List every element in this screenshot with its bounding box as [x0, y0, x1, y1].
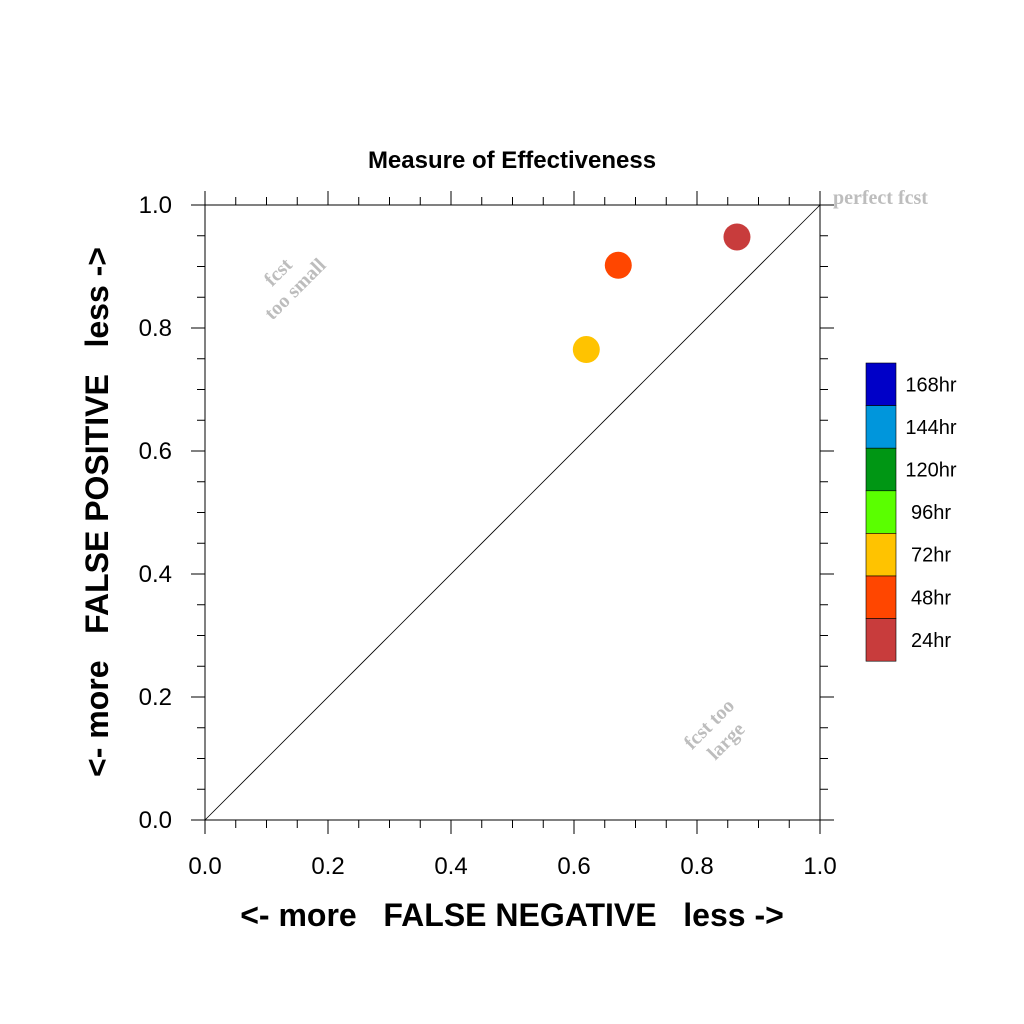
legend: 168hr 144hr 120hr 96hr 72hr 48hr 24hr: [865, 362, 957, 662]
y-tick-label: 0.0: [139, 807, 172, 834]
x-tick-label: 0.8: [680, 853, 713, 880]
legend-swatch-72hr: [865, 533, 897, 577]
legend-swatch-120hr: [865, 447, 897, 492]
data-points: [572, 223, 751, 364]
legend-label-120hr: 120hr: [905, 460, 956, 482]
legend-label-72hr: 72hr: [911, 545, 951, 567]
x-axis-title: <- more FALSE NEGATIVE less ->: [240, 897, 784, 933]
perfect-forecast-label: perfect fcst: [833, 187, 928, 209]
legend-swatch-24hr: [865, 618, 897, 662]
legend-swatch-48hr: [865, 575, 897, 619]
point-24hr: [723, 223, 751, 251]
legend-label-96hr: 96hr: [911, 502, 951, 524]
legend-label-168hr: 168hr: [905, 374, 956, 396]
x-tick-label: 0.4: [434, 853, 467, 880]
y-axis-title: <- more FALSE POSITIVE less ->: [79, 247, 115, 777]
legend-swatch-96hr: [865, 490, 897, 534]
point-48hr: [604, 251, 632, 279]
y-tick-labels: 0.0 0.2 0.4 0.6 0.8 1.0: [139, 192, 172, 834]
legend-swatch-168hr: [865, 362, 897, 406]
x-tick-label: 0.0: [188, 853, 221, 880]
legend-label-48hr: 48hr: [911, 587, 951, 609]
y-tick-label: 0.6: [139, 438, 172, 465]
x-tick-label: 1.0: [803, 853, 836, 880]
legend-swatch-144hr: [865, 405, 897, 449]
point-72hr: [572, 336, 600, 364]
y-tick-label: 0.8: [139, 315, 172, 342]
too-large-annotation: fcst too large: [680, 695, 750, 765]
y-tick-label: 0.4: [139, 561, 172, 588]
legend-label-144hr: 144hr: [905, 417, 956, 439]
y-tick-label: 1.0: [139, 192, 172, 219]
chart-title: Measure of Effectiveness: [368, 147, 656, 174]
perfect-forecast-diagonal: [204, 204, 821, 821]
legend-label-24hr: 24hr: [911, 630, 951, 652]
axis-ticks: [191, 191, 834, 834]
y-tick-label: 0.2: [139, 684, 172, 711]
x-tick-label: 0.6: [557, 853, 590, 880]
x-tick-label: 0.2: [311, 853, 344, 880]
too-small-annotation: fcst too small: [260, 254, 331, 325]
x-tick-labels: 0.0 0.2 0.4 0.6 0.8 1.0: [188, 853, 836, 880]
